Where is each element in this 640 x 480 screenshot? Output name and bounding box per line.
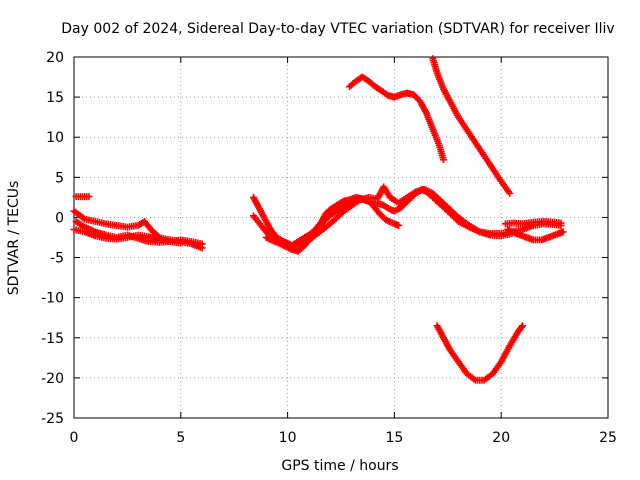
axis-ticks: 0 5 10 15 20 25 -25 -20 -15 -10 -5 0 5 10 15 20: [41, 50, 617, 446]
data-point: [85, 193, 93, 201]
y-tick-label: 0: [55, 210, 64, 226]
y-tick-label: 10: [46, 130, 64, 146]
y-tick-label: -5: [50, 251, 64, 267]
y-tick-label: -25: [41, 411, 64, 427]
x-tick-label: 10: [279, 430, 297, 446]
series-arc-7: [262, 183, 516, 250]
data-point: [519, 322, 527, 330]
series-arc-8: [504, 225, 567, 244]
series-arc-9: [501, 217, 565, 228]
x-tick-label: 20: [492, 430, 510, 446]
grid: [74, 57, 608, 418]
y-tick-label: 20: [46, 50, 64, 66]
chart-title: Day 002 of 2024, Sidereal Day-to-day VTE…: [61, 21, 614, 37]
series-arc-11: [429, 55, 514, 197]
series-arc-3: [70, 225, 185, 247]
x-tick-label: 0: [70, 430, 79, 446]
data-point: [440, 156, 448, 164]
series-layer: [70, 55, 567, 384]
series-arc-10: [346, 73, 448, 164]
data-point: [559, 228, 567, 236]
series-arc-12: [433, 322, 527, 384]
data-point: [517, 323, 525, 331]
data-point: [177, 239, 185, 247]
series-arc-2: [70, 207, 206, 252]
y-tick-label: 5: [55, 170, 64, 186]
x-tick-label: 25: [599, 430, 617, 446]
x-tick-label: 5: [176, 430, 185, 446]
data-point: [506, 189, 514, 197]
x-axis-label: GPS time / hours: [281, 458, 398, 474]
y-tick-label: -10: [41, 291, 64, 307]
data-point: [395, 221, 403, 229]
y-tick-label: -15: [41, 331, 64, 347]
x-tick-label: 15: [385, 430, 403, 446]
series-arc-4: [72, 193, 93, 201]
plot-area-border: [73, 56, 609, 419]
data-point: [79, 214, 87, 222]
y-tick-label: -20: [41, 371, 64, 387]
y-axis-label: SDTVAR / TECUs: [6, 181, 22, 296]
data-point: [198, 244, 206, 252]
data-point: [557, 219, 565, 227]
y-tick-label: 15: [46, 90, 64, 106]
